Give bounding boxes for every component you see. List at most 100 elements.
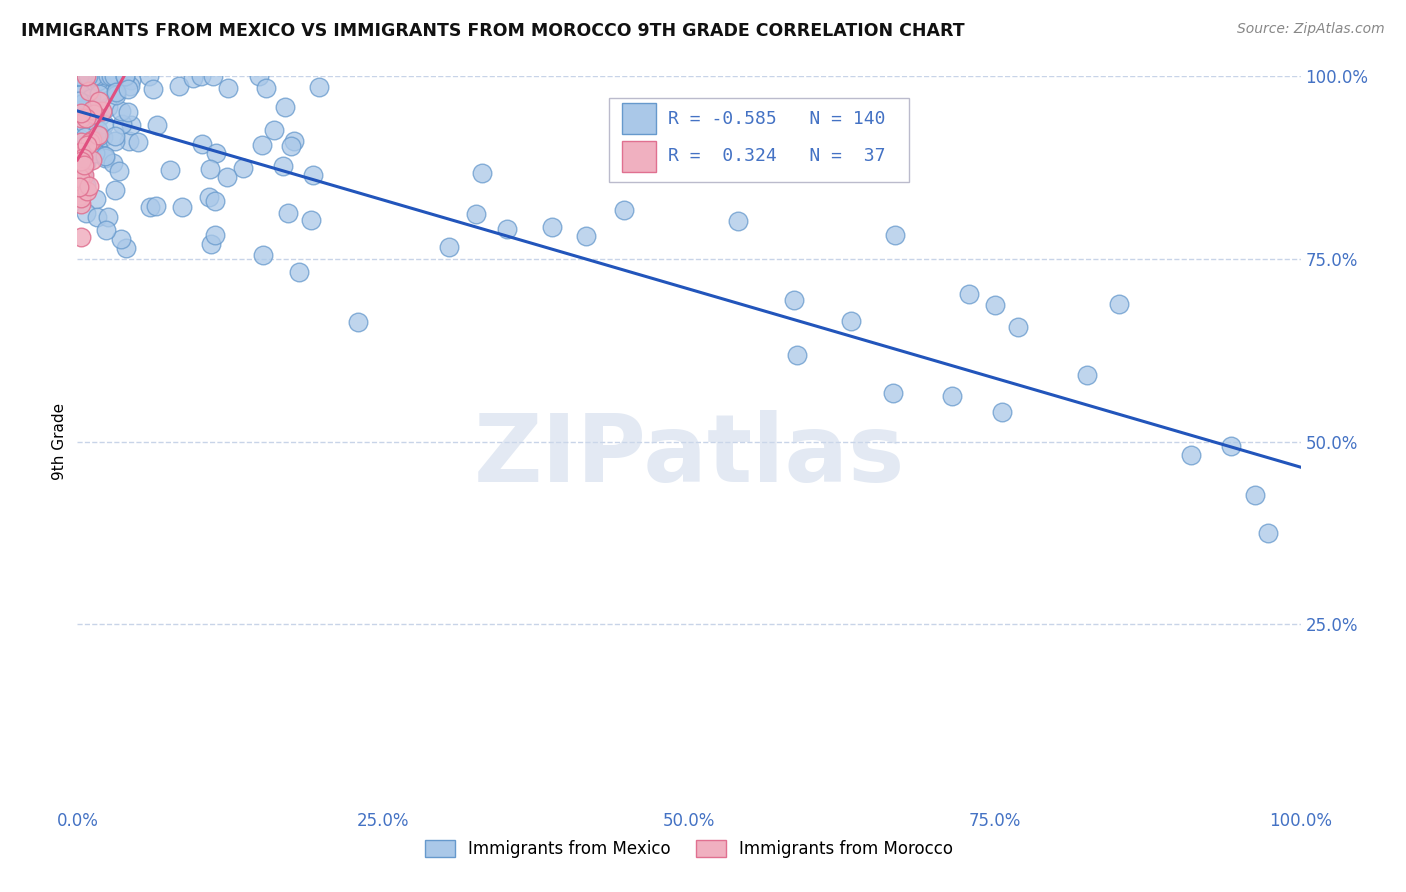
Point	[69, 69, 91, 83]
Point	[277, 205, 299, 219]
Point	[70, 69, 93, 83]
Point	[263, 123, 285, 137]
Point	[80, 91, 103, 105]
Point	[70, 106, 93, 120]
Point	[67, 75, 90, 89]
Point	[75, 178, 97, 192]
Point	[97, 100, 120, 114]
Point	[75, 130, 97, 145]
Point	[110, 231, 132, 245]
Point	[69, 138, 91, 153]
Point	[89, 108, 111, 122]
Bar	[621, 141, 657, 172]
Point	[69, 230, 91, 244]
Point	[80, 98, 103, 112]
Point	[72, 96, 94, 111]
Point	[1180, 448, 1202, 462]
Point	[69, 112, 91, 126]
Point	[75, 205, 97, 219]
Point	[280, 139, 302, 153]
Bar	[621, 103, 657, 134]
Point	[82, 133, 104, 147]
Point	[87, 87, 110, 102]
Point	[69, 140, 91, 154]
Point	[786, 348, 808, 362]
Point	[105, 84, 128, 98]
Point	[67, 94, 90, 108]
Point	[75, 116, 97, 130]
Point	[115, 241, 138, 255]
Point	[70, 163, 93, 178]
Point	[84, 146, 107, 161]
Point	[97, 69, 120, 83]
Point	[73, 168, 96, 182]
Point	[883, 227, 905, 242]
Point	[613, 203, 636, 218]
Point	[127, 135, 149, 149]
Point	[70, 87, 93, 102]
Point	[75, 69, 97, 83]
Point	[575, 228, 598, 243]
Point	[76, 184, 98, 198]
Point	[839, 314, 862, 328]
Point	[252, 247, 274, 261]
Point	[79, 145, 101, 159]
Point	[118, 134, 141, 148]
Point	[114, 69, 136, 83]
Point	[69, 145, 91, 159]
Point	[288, 265, 311, 279]
Point	[94, 151, 117, 165]
Point	[75, 155, 97, 169]
Point	[1243, 488, 1265, 502]
Point	[110, 103, 132, 118]
Point	[120, 72, 142, 87]
Point	[69, 187, 91, 202]
Point	[80, 103, 103, 118]
Point	[75, 111, 97, 125]
Point	[145, 199, 167, 213]
Point	[1076, 368, 1098, 383]
Legend: Immigrants from Mexico, Immigrants from Morocco: Immigrants from Mexico, Immigrants from …	[418, 833, 960, 864]
Point	[83, 107, 105, 121]
Point	[79, 135, 101, 149]
Point	[198, 190, 221, 204]
Point	[783, 293, 806, 307]
Point	[96, 223, 118, 237]
Point	[91, 129, 114, 144]
Point	[274, 100, 297, 114]
Point	[86, 210, 108, 224]
Point	[204, 228, 226, 243]
Point	[70, 135, 93, 149]
Point	[117, 105, 139, 120]
Point	[471, 166, 494, 180]
Point	[308, 80, 330, 95]
Point	[104, 134, 127, 148]
Point	[201, 69, 224, 83]
Point	[93, 148, 115, 162]
Point	[882, 385, 904, 400]
Point	[983, 297, 1005, 311]
Point	[72, 151, 94, 165]
Point	[91, 75, 114, 89]
Point	[254, 80, 277, 95]
Point	[69, 170, 91, 185]
Point	[200, 162, 222, 177]
Point	[70, 176, 93, 190]
Point	[104, 129, 127, 144]
Point	[94, 148, 117, 162]
Point	[76, 138, 98, 153]
Point	[79, 99, 101, 113]
Point	[67, 185, 90, 199]
Text: ZIPatlas: ZIPatlas	[474, 410, 904, 502]
Point	[1220, 439, 1243, 453]
Point	[727, 214, 749, 228]
Point	[72, 170, 94, 185]
Point	[1257, 526, 1279, 541]
Point	[67, 69, 90, 83]
Point	[69, 191, 91, 205]
Point	[217, 80, 239, 95]
Point	[72, 168, 94, 182]
Point	[302, 168, 325, 182]
Point	[67, 130, 90, 145]
Point	[79, 84, 101, 98]
